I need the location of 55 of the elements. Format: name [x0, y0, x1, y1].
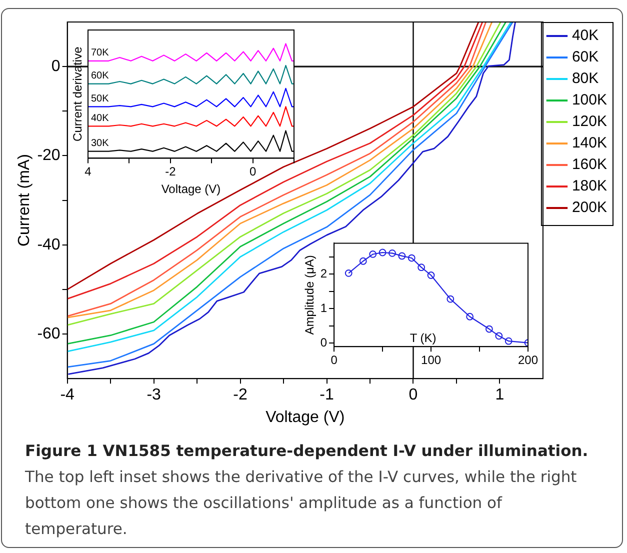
- point: [344, 269, 352, 277]
- y-tick-label: -60: [37, 325, 60, 342]
- point: [466, 312, 474, 320]
- y-axis-title: Amplitude (μA): [302, 255, 317, 335]
- y-tick-label: 1: [320, 301, 328, 315]
- legend-label: 200K: [572, 199, 608, 216]
- series-label: 40K: [91, 112, 110, 124]
- y-tick-label: 0: [51, 58, 60, 75]
- x-tick-label: -2: [233, 386, 248, 404]
- y-tick-label: -40: [37, 236, 60, 254]
- x-axis-title: Voltage (V): [161, 182, 221, 196]
- legend-label: 180K: [572, 178, 608, 195]
- y-tick-label: 0: [320, 335, 328, 350]
- x-tick-label: 100: [421, 353, 442, 368]
- x-tick-label: 200: [518, 353, 538, 368]
- x-tick-label: 4: [84, 164, 92, 179]
- text: The top left inset shows the derivative of the I-V curves, while the right bottom one shows the oscillations' amplitude as a function of temperature.: [25, 468, 577, 538]
- text: Figure 1 VN1585 temperature-dependent I-V under illumination.: [25, 442, 588, 460]
- point: [398, 252, 406, 260]
- x-tick-label: 0: [330, 353, 338, 368]
- x-tick-label: 1: [495, 386, 504, 404]
- point: [378, 248, 386, 256]
- point: [359, 257, 367, 265]
- point: [418, 264, 426, 272]
- series-label: 70K: [91, 48, 110, 59]
- point: [369, 250, 377, 258]
- point: [504, 337, 512, 345]
- point: [408, 254, 416, 262]
- x-tick-label: -1: [320, 386, 334, 404]
- y-axis-title: Current (mA): [16, 154, 34, 247]
- x-tick-label: -4: [60, 386, 75, 404]
- legend-label: 160K: [572, 156, 608, 174]
- y-axis-title: Current derivative: [70, 46, 84, 142]
- series-label: 60K: [91, 70, 110, 82]
- legend-label: 40K: [572, 27, 599, 44]
- x-tick-label: -2: [165, 164, 176, 179]
- series-label: 30K: [91, 138, 110, 150]
- y-tick-label: 2: [320, 266, 328, 281]
- legend-label: 120K: [572, 113, 608, 130]
- x-axis-title: Voltage (V): [266, 408, 345, 426]
- y-tick-label: -20: [37, 147, 60, 164]
- point: [427, 272, 435, 279]
- point: [495, 332, 503, 340]
- point: [446, 295, 454, 303]
- legend-label: 100K: [572, 92, 608, 109]
- series-label: 50K: [91, 93, 110, 104]
- x-tick-label: 0: [408, 386, 418, 404]
- x-axis-title: T (K): [410, 330, 436, 345]
- legend-label: 140K: [572, 134, 608, 152]
- x-tick-label: -3: [146, 386, 162, 404]
- x-tick-label: 0: [249, 164, 256, 179]
- legend-label: 60K: [572, 48, 599, 66]
- point: [388, 249, 396, 257]
- legend-label: 80K: [572, 70, 599, 88]
- point: [486, 325, 493, 333]
